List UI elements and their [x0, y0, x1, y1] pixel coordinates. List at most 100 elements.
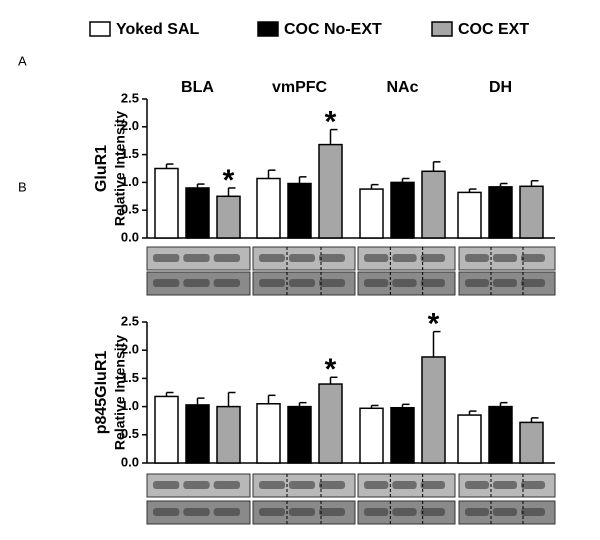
panel-label: B — [18, 179, 27, 194]
blot-band — [420, 481, 445, 489]
bar — [488, 186, 513, 239]
blot-band — [319, 508, 345, 516]
bar — [519, 421, 544, 464]
bar — [256, 177, 281, 239]
blot-band — [493, 481, 517, 489]
significance-marker: * — [223, 164, 235, 197]
blot-band — [183, 279, 210, 287]
blot-band — [364, 279, 389, 287]
blot-band — [420, 254, 445, 262]
blot-band — [364, 508, 389, 516]
bar — [457, 191, 482, 239]
legend-label: COC No-EXT — [284, 21, 382, 38]
blot-band — [420, 279, 445, 287]
blot-band — [213, 254, 240, 262]
bar — [421, 170, 446, 239]
blot-band — [183, 254, 210, 262]
blot-band — [364, 481, 389, 489]
category-label: vmPFC — [272, 79, 328, 96]
bar — [216, 195, 241, 239]
bar — [287, 405, 312, 464]
blot-band — [465, 279, 489, 287]
bar — [318, 143, 343, 239]
blot-band — [493, 254, 517, 262]
blot-band — [364, 254, 389, 262]
blot-band — [521, 254, 545, 262]
bar — [359, 188, 384, 239]
significance-marker: * — [428, 308, 440, 341]
blot-band — [392, 481, 417, 489]
bar — [519, 185, 544, 239]
y-tick-label: 2.5 — [121, 313, 139, 328]
panel-label: A — [18, 53, 27, 68]
bar — [287, 182, 312, 239]
significance-marker: * — [325, 353, 337, 386]
y-tick-label: 1.0 — [121, 174, 139, 189]
y-tick-label: 2.0 — [121, 342, 139, 357]
blot-band — [493, 279, 517, 287]
blot-band — [213, 508, 240, 516]
legend-swatch — [257, 21, 279, 37]
y-tick-label: 2.0 — [121, 118, 139, 133]
blot-band — [213, 481, 240, 489]
blot-band — [319, 279, 345, 287]
bar — [488, 405, 513, 464]
blot-band — [213, 279, 240, 287]
y-tick-label: 1.5 — [121, 146, 139, 161]
bar — [154, 395, 179, 464]
blot-band — [289, 254, 315, 262]
blot-band — [521, 481, 545, 489]
y-axis-label: Relative Intensity — [112, 335, 128, 450]
blot-band — [183, 481, 210, 489]
y-tick-label: 0.0 — [121, 229, 139, 244]
bar — [457, 414, 482, 464]
y-tick-label: 0.5 — [121, 202, 139, 217]
y-tick-label: 0.5 — [121, 426, 139, 441]
blot-band — [259, 254, 285, 262]
blot-band — [289, 481, 315, 489]
bar — [390, 181, 415, 239]
bar — [216, 405, 241, 464]
blot-band — [521, 508, 545, 516]
blot-band — [465, 508, 489, 516]
y-tick-label: 2.5 — [121, 90, 139, 105]
blot-band — [289, 279, 315, 287]
blot-band — [465, 481, 489, 489]
y-axis-label: Relative Intensity — [112, 111, 128, 226]
blot-band — [153, 279, 180, 287]
blot-band — [465, 254, 489, 262]
panel-title: GluR1 — [93, 145, 110, 192]
blot-band — [392, 508, 417, 516]
y-tick-label: 1.0 — [121, 398, 139, 413]
legend-swatch — [431, 21, 453, 37]
blot-band — [183, 508, 210, 516]
y-tick-label: 0.0 — [121, 454, 139, 469]
blot-band — [259, 508, 285, 516]
blot-band — [259, 481, 285, 489]
blot-band — [153, 508, 180, 516]
y-tick-label: 1.5 — [121, 370, 139, 385]
panel-title: p845GluR1 — [93, 351, 110, 435]
blot-band — [493, 508, 517, 516]
blot-band — [392, 254, 417, 262]
category-label: BLA — [181, 79, 214, 96]
bar — [390, 406, 415, 464]
legend-label: Yoked SAL — [116, 21, 200, 38]
legend-label: COC EXT — [458, 21, 529, 38]
blot-band — [289, 508, 315, 516]
bar — [421, 356, 446, 464]
bar — [185, 404, 210, 464]
blot-band — [153, 254, 180, 262]
bar — [185, 187, 210, 239]
bar — [359, 407, 384, 464]
legend-swatch — [89, 21, 111, 37]
blot-band — [259, 279, 285, 287]
blot-band — [420, 508, 445, 516]
blot-band — [319, 254, 345, 262]
blot-band — [521, 279, 545, 287]
significance-marker: * — [325, 106, 337, 139]
blot-band — [319, 481, 345, 489]
blot-band — [392, 279, 417, 287]
category-label: DH — [489, 79, 512, 96]
bar — [256, 403, 281, 464]
